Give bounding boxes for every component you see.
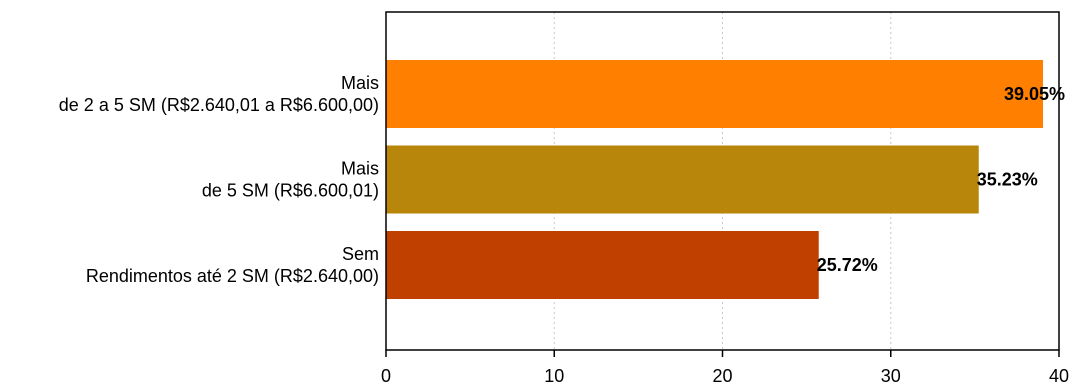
category-label-line1: Mais (341, 73, 379, 93)
category-label-line2: de 2 a 5 SM (R$2.640,01 a R$6.600,00) (59, 95, 379, 115)
data-label-2: 25.72% (817, 255, 878, 275)
data-label-0: 39.05% (1004, 84, 1065, 104)
x-tick-label: 30 (881, 366, 901, 386)
data-labels: 39.05% 35.23% 25.72% (817, 84, 1065, 275)
category-label-line1: Sem (342, 244, 379, 264)
x-tick-label: 40 (1049, 366, 1069, 386)
category-label-line2: Rendimentos até 2 SM (R$2.640,00) (86, 266, 379, 286)
data-label-1: 35.23% (977, 170, 1038, 190)
bar-1 (386, 145, 979, 214)
category-label-line2: de 5 SM (R$6.600,01) (202, 181, 379, 201)
x-tick-label: 20 (712, 366, 732, 386)
category-label-line1: Mais (341, 159, 379, 179)
x-axis: 0 10 20 30 40 (381, 350, 1069, 386)
x-tick-label: 0 (381, 366, 391, 386)
bar-0 (386, 60, 1044, 128)
bar-2 (386, 231, 819, 299)
bars-group (386, 60, 1044, 299)
x-tick-label: 10 (544, 366, 564, 386)
